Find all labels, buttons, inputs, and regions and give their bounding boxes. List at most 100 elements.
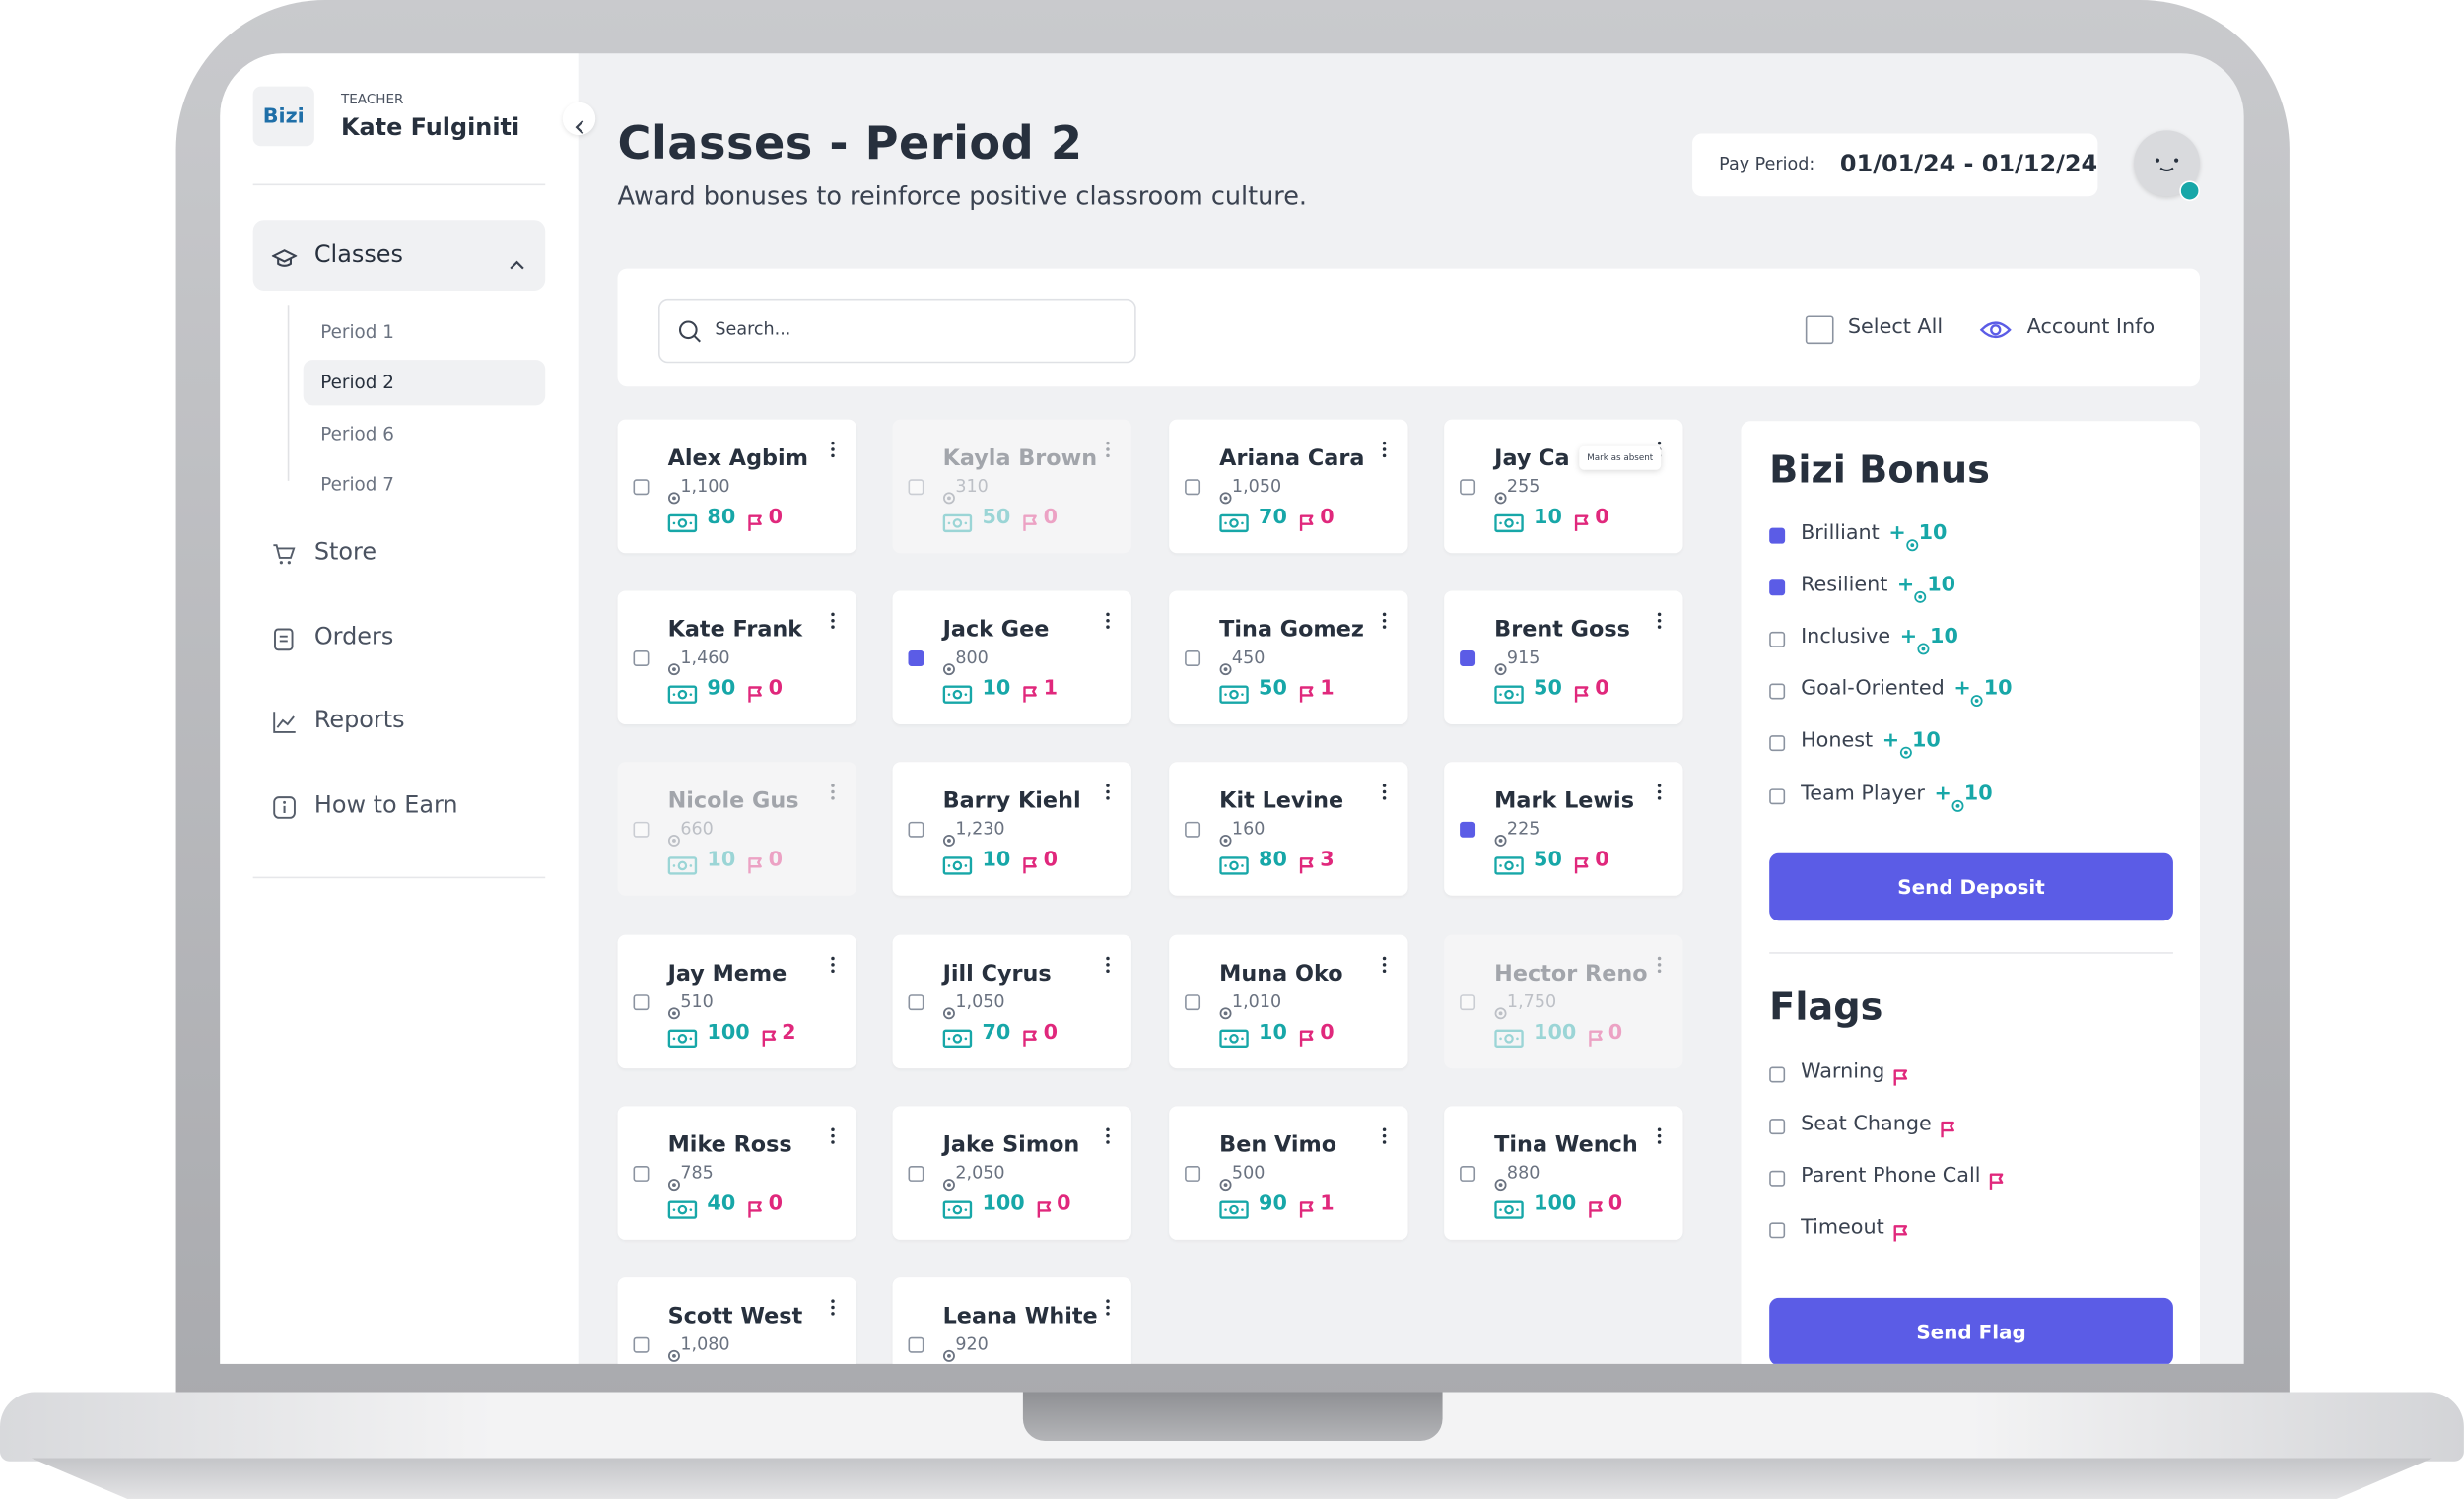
checkbox[interactable] — [908, 650, 924, 674]
select-all-checkbox[interactable] — [1805, 315, 1834, 345]
bonus-count: 10 — [1534, 506, 1562, 530]
send-flag-button[interactable]: Send Flag — [1769, 1297, 2173, 1364]
period-link[interactable]: Period 7 — [320, 472, 394, 496]
flag-label[interactable]: Parent Phone Call — [1801, 1164, 1981, 1189]
checkbox[interactable] — [1185, 822, 1201, 839]
period-link[interactable]: Period 1 — [320, 320, 394, 343]
student-card[interactable]: Leana White 920 — [892, 1277, 1131, 1364]
collapse-sidebar-button[interactable] — [562, 102, 596, 136]
student-card[interactable]: Jay Meme 510 100 2 — [617, 933, 856, 1068]
checkbox[interactable] — [1460, 479, 1476, 496]
checkbox[interactable] — [1769, 1171, 1786, 1187]
checkbox[interactable] — [1769, 683, 1786, 700]
card-menu-svg — [1382, 956, 1387, 973]
student-card[interactable]: Hector Reno 1,750 100 0 — [1444, 933, 1683, 1068]
student-card[interactable]: Ben Vimo 500 90 1 — [1169, 1106, 1408, 1240]
flag-label[interactable]: Seat Change — [1801, 1112, 1932, 1136]
bonus-label[interactable]: Honest — [1801, 729, 1874, 754]
bonus-label[interactable]: Brilliant — [1801, 521, 1880, 546]
checkbox[interactable] — [908, 479, 924, 496]
checkbox[interactable] — [908, 993, 924, 1010]
nav-icon — [272, 711, 298, 736]
coin-icon-svg — [1494, 1178, 1507, 1191]
student-card[interactable]: Jake Simon 2,050 100 0 — [892, 1106, 1131, 1240]
checkbox[interactable] — [1185, 650, 1201, 667]
student-card[interactable]: Jay Ca 255 10 0 — [1444, 419, 1683, 554]
student-card[interactable]: Nicole Gus 660 10 0 — [617, 762, 856, 897]
bonus-label[interactable]: Inclusive — [1801, 625, 1891, 649]
checkbox[interactable] — [633, 650, 650, 667]
card-menu — [1656, 779, 1662, 801]
bonus-label[interactable]: Team Player — [1801, 782, 1925, 806]
card-menu — [1105, 436, 1111, 458]
checkbox[interactable] — [1460, 822, 1476, 846]
student-card[interactable]: Mark Lewis 225 50 0 — [1444, 762, 1683, 897]
nav-link[interactable]: Store — [313, 537, 377, 566]
bonus-icon — [1494, 1024, 1524, 1048]
card-menu-svg — [1382, 1127, 1387, 1144]
checkbox[interactable] — [1460, 1165, 1476, 1182]
student-card[interactable]: Tina Gomez 450 50 1 — [1169, 590, 1408, 725]
account-info-link[interactable]: Account Info — [2026, 315, 2156, 340]
card-menu — [830, 950, 836, 973]
student-card[interactable]: Alex Agbim 1,100 80 0 — [617, 419, 856, 554]
student-card[interactable]: Muna Oko 1,010 10 0 — [1169, 933, 1408, 1068]
checkbox[interactable] — [1769, 579, 1786, 603]
bonus-label[interactable]: Resilient — [1801, 574, 1888, 597]
nav-link[interactable]: How to Earn — [313, 790, 458, 819]
student-card[interactable]: Mike Ross 785 40 0 — [617, 1106, 856, 1240]
coin-icon — [942, 1338, 956, 1362]
student-card[interactable]: Jill Cyrus 1,050 70 0 — [892, 933, 1131, 1068]
student-card[interactable]: Tina Wench 880 100 0 — [1444, 1106, 1683, 1240]
checkbox[interactable] — [908, 822, 924, 839]
card-menu-svg — [831, 612, 835, 630]
coin-icon-svg — [942, 1178, 955, 1191]
checkbox[interactable] — [633, 479, 650, 496]
flag-icon-svg — [761, 1029, 776, 1047]
coin-icon-svg — [1914, 591, 1927, 603]
nav-link[interactable]: Orders — [313, 621, 394, 650]
checkbox[interactable] — [1769, 1222, 1786, 1239]
checkbox[interactable] — [633, 1165, 650, 1182]
checkbox[interactable] — [1769, 632, 1786, 648]
checkbox[interactable] — [1769, 735, 1786, 752]
coin-icon-svg — [1219, 1006, 1232, 1019]
checkbox[interactable] — [908, 1336, 924, 1353]
checkbox[interactable] — [1769, 1119, 1786, 1135]
student-card[interactable]: Kit Levine 160 80 3 — [1169, 762, 1408, 897]
nav-link[interactable]: Reports — [313, 706, 405, 735]
checkbox[interactable] — [633, 993, 650, 1010]
checkbox[interactable] — [1460, 993, 1476, 1010]
period-link[interactable]: Period 2 — [320, 371, 394, 394]
student-card[interactable]: Brent Goss 915 50 0 — [1444, 590, 1683, 725]
send-deposit-button[interactable]: Send Deposit — [1769, 852, 2173, 921]
student-card[interactable]: Jack Gee 800 10 1 — [892, 590, 1131, 725]
student-card[interactable]: Kayla Brown 310 50 0 — [892, 419, 1131, 554]
student-card[interactable]: Ariana Cara 1,050 70 0 — [1169, 419, 1408, 554]
checkbox[interactable] — [1769, 1066, 1786, 1083]
checkbox[interactable] — [1185, 993, 1201, 1010]
select-all-label[interactable]: Select All — [1847, 315, 1944, 340]
student-card[interactable]: Scott West 1,080 — [617, 1277, 856, 1364]
flag-label[interactable]: Warning — [1801, 1060, 1885, 1085]
coin-icon-svg — [1951, 799, 1964, 812]
checkbox[interactable] — [1185, 479, 1201, 496]
card-content: Hector Reno 1,750 100 0 — [1444, 934, 1682, 1068]
flag-icon-svg — [1894, 1069, 1908, 1086]
checkbox[interactable] — [1769, 527, 1786, 552]
student-card[interactable]: Kate Frank 1,460 90 0 — [617, 590, 856, 725]
period-link[interactable]: Period 6 — [320, 422, 394, 444]
classes-nav[interactable]: Classes — [252, 220, 546, 291]
checkbox[interactable] — [633, 1336, 650, 1353]
search-input[interactable]: Search... — [658, 298, 1136, 364]
flag-label[interactable]: Timeout — [1801, 1216, 1884, 1241]
coin-icon-svg — [942, 1349, 955, 1362]
checkbox[interactable] — [908, 1165, 924, 1182]
checkbox[interactable] — [633, 822, 650, 839]
student-card[interactable]: Barry Kiehl 1,230 10 0 — [892, 762, 1131, 897]
checkbox[interactable] — [1185, 1165, 1201, 1182]
checkbox[interactable] — [1460, 650, 1476, 674]
checkbox[interactable] — [1769, 787, 1786, 804]
student-name: Muna Oko — [1219, 961, 1343, 987]
bonus-label[interactable]: Goal-Oriented — [1801, 677, 1945, 702]
